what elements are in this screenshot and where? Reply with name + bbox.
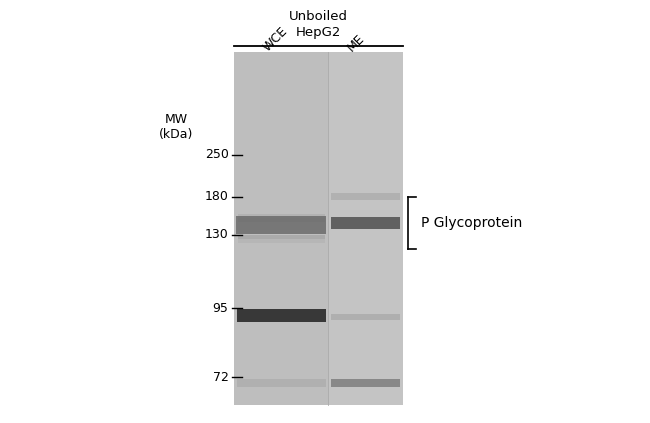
Text: WCE: WCE xyxy=(261,24,291,54)
Text: HepG2: HepG2 xyxy=(296,26,341,39)
Text: 95: 95 xyxy=(213,302,229,315)
Text: MW
(kDa): MW (kDa) xyxy=(159,113,193,141)
Bar xyxy=(237,379,326,387)
Bar xyxy=(235,52,328,405)
Bar xyxy=(331,217,400,229)
Text: 250: 250 xyxy=(205,148,229,161)
Text: 130: 130 xyxy=(205,228,229,241)
Bar xyxy=(238,239,325,244)
Text: 180: 180 xyxy=(205,190,229,203)
Bar xyxy=(331,313,400,320)
Bar xyxy=(331,379,400,387)
Bar xyxy=(237,216,326,234)
Bar xyxy=(238,218,325,222)
Text: Unboiled: Unboiled xyxy=(289,10,348,22)
Bar xyxy=(237,309,326,322)
Bar xyxy=(238,234,325,239)
Bar xyxy=(238,214,325,218)
Bar xyxy=(328,52,402,405)
Text: ME: ME xyxy=(345,32,367,54)
Bar xyxy=(331,193,400,200)
Text: 72: 72 xyxy=(213,371,229,384)
Bar xyxy=(235,52,402,405)
Text: P Glycoprotein: P Glycoprotein xyxy=(421,216,522,230)
